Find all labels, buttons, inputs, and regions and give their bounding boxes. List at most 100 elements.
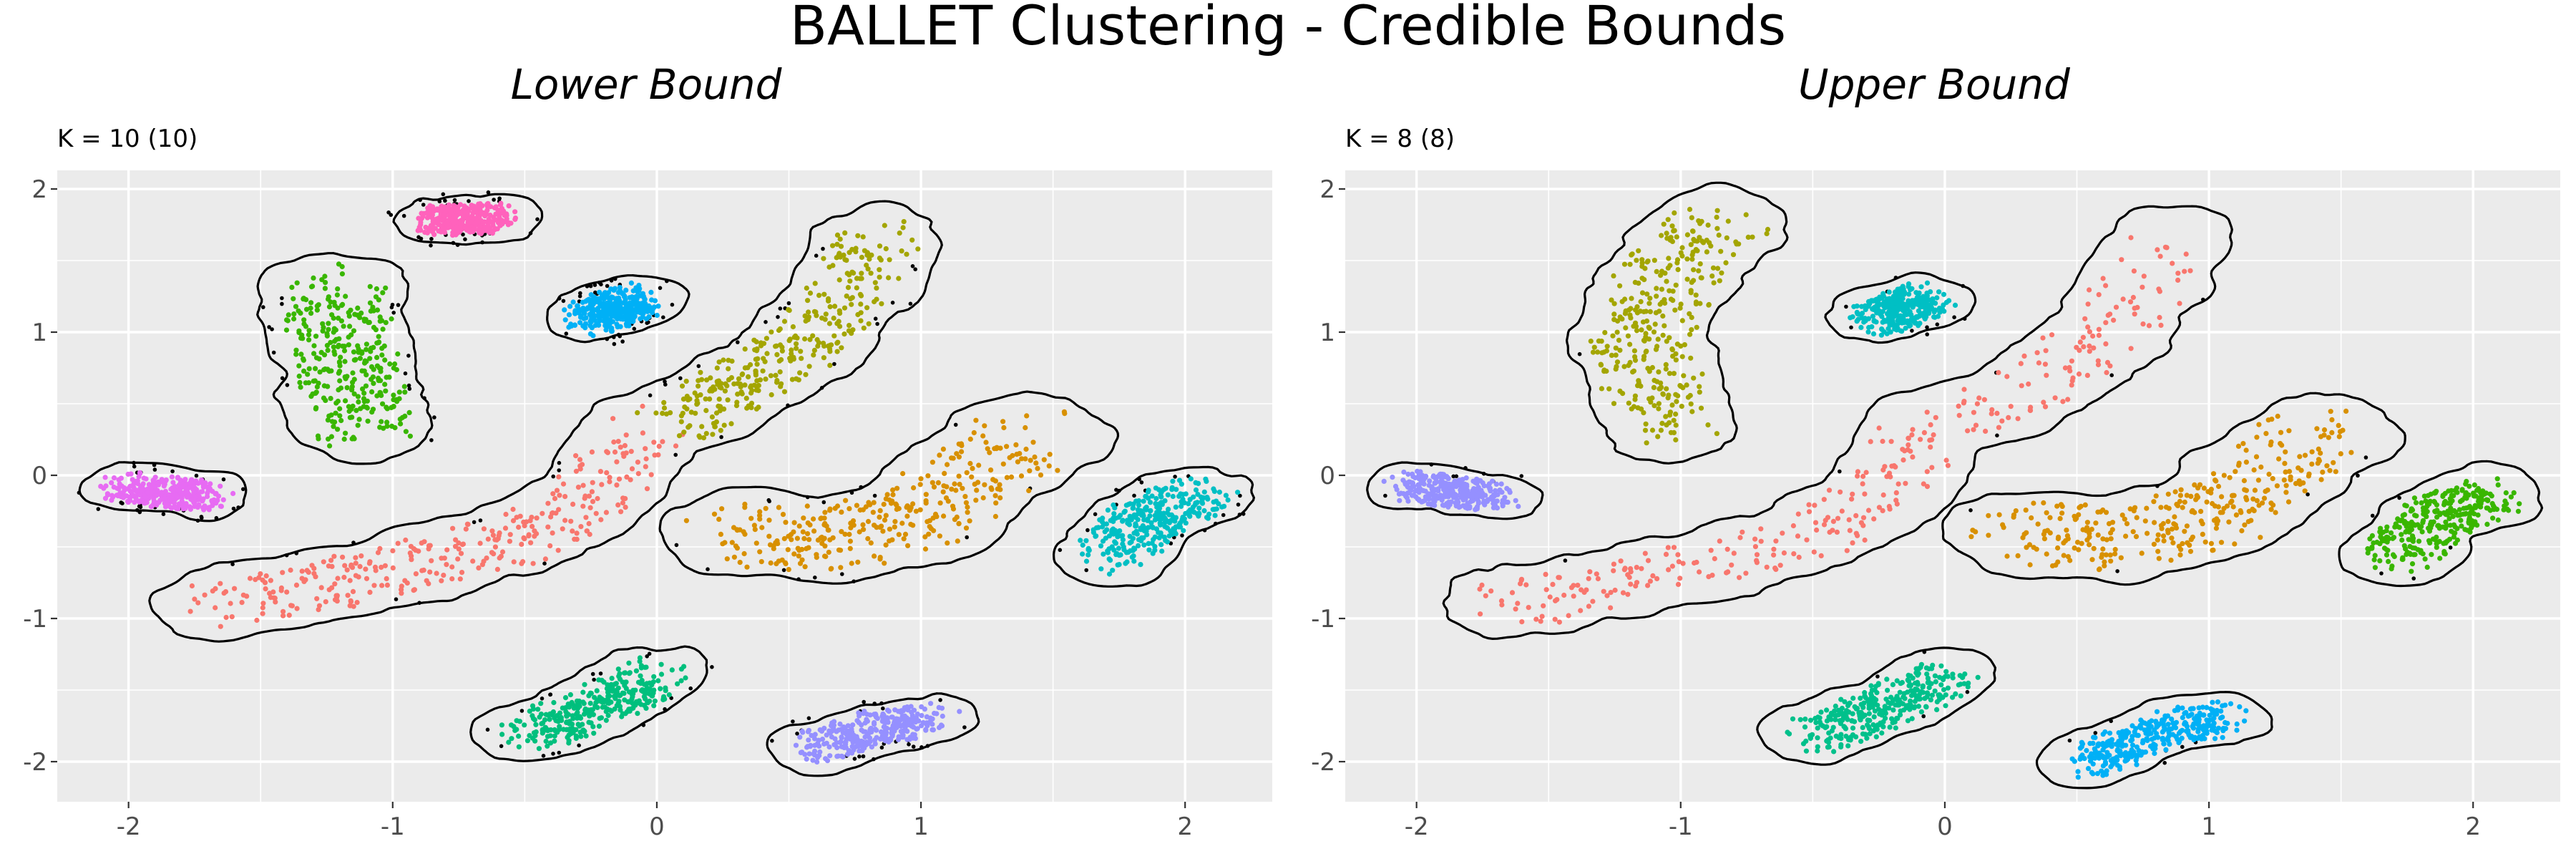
cluster-point [189,583,195,589]
cluster-point [1704,249,1709,255]
uncertain-point [389,213,394,218]
cluster-point [590,499,596,505]
cluster-point [1634,258,1639,263]
cluster-point [1628,306,1634,311]
cluster-point [603,293,609,299]
cluster-point [1689,327,1694,333]
cluster-point [836,253,841,258]
cluster-point [394,367,400,373]
cluster-point [1896,702,1902,708]
cluster-point [1697,301,1703,306]
cluster-point [972,481,977,487]
cluster-point [449,564,455,570]
cluster-point [353,555,358,560]
cluster-point [919,723,924,729]
cluster-point [1956,403,1961,409]
cluster-point [1665,265,1671,271]
cluster-point [2100,276,2106,281]
cluster-point [2082,316,2088,321]
cluster-point [1669,563,1675,569]
cluster-point [1880,492,1886,498]
cluster-point [2261,495,2268,501]
cluster-6-points [562,280,661,339]
cluster-point [534,515,540,521]
uncertain-point [647,651,652,656]
cluster-point [2177,492,2183,498]
cluster-point [973,417,979,423]
uncertain-point [592,677,596,682]
cluster-point [1619,299,1625,304]
cluster-point [812,281,818,286]
cluster-point [2119,513,2125,518]
cluster-point [2155,532,2161,538]
cluster-point [1550,581,1556,588]
cluster-point [598,715,605,721]
cluster-point [1176,477,1183,483]
cluster-point [1145,489,1151,495]
cluster-point [842,230,848,236]
cluster-point [859,271,864,276]
cluster-point [1553,598,1558,603]
cluster-point [550,491,556,497]
cluster-point [847,545,853,551]
cluster-point [1630,369,1636,375]
cluster-point [458,550,464,556]
cluster-point [2132,505,2138,510]
cluster-point [431,208,436,214]
cluster-point [1862,537,1868,543]
cluster-point [321,367,327,373]
cluster-point [1667,371,1672,377]
cluster-point [1671,228,1677,234]
cluster-point [738,384,743,390]
cluster-point [983,440,989,445]
cluster-point [2031,500,2036,506]
cluster-point [2218,510,2223,515]
cluster-point [507,532,513,538]
cluster-point [1658,427,1664,433]
uncertain-point [401,213,406,218]
uncertain-point [2109,719,2113,724]
cluster-point [379,346,385,351]
cluster-point [187,608,193,614]
cluster-point [465,521,471,528]
cluster-point [1867,697,1873,702]
cluster-point [1945,674,1951,679]
cluster-point [1689,256,1695,262]
cluster-point [1724,570,1729,576]
cluster-point [458,218,464,223]
cluster-point [1622,566,1628,571]
cluster-point [1168,528,1174,534]
cluster-point [1102,529,1108,535]
cluster-point [722,540,728,545]
cluster-point [1637,309,1643,314]
cluster-point [725,397,731,403]
uncertain-points [77,190,1246,762]
cluster-point [1156,535,1162,540]
cluster-point [623,686,629,691]
cluster-point [602,290,608,296]
cluster-point [2309,449,2315,455]
cluster-point [536,746,542,752]
cluster-point [2059,510,2065,516]
cluster-point [1815,744,1820,749]
cluster-point [1078,538,1083,543]
cluster-point [894,503,899,508]
cluster-point [1566,613,1571,618]
uncertain-point [670,302,675,307]
cluster-point [949,486,955,492]
cluster-point [883,719,889,725]
cluster-point [1821,522,1828,528]
cluster-point [308,300,314,306]
uncertain-point [819,386,824,390]
cluster-point [328,299,333,305]
cluster-point [332,303,338,309]
cluster-point [1157,513,1163,519]
cluster-point [1083,538,1089,543]
uncertain-point [673,452,678,457]
x-tick-label: 2 [1177,812,1193,841]
cluster-point [535,707,541,712]
cluster-point [120,495,126,500]
uncertain-point [417,601,421,605]
cluster-point [1921,481,1926,487]
cluster-point [1802,724,1808,730]
